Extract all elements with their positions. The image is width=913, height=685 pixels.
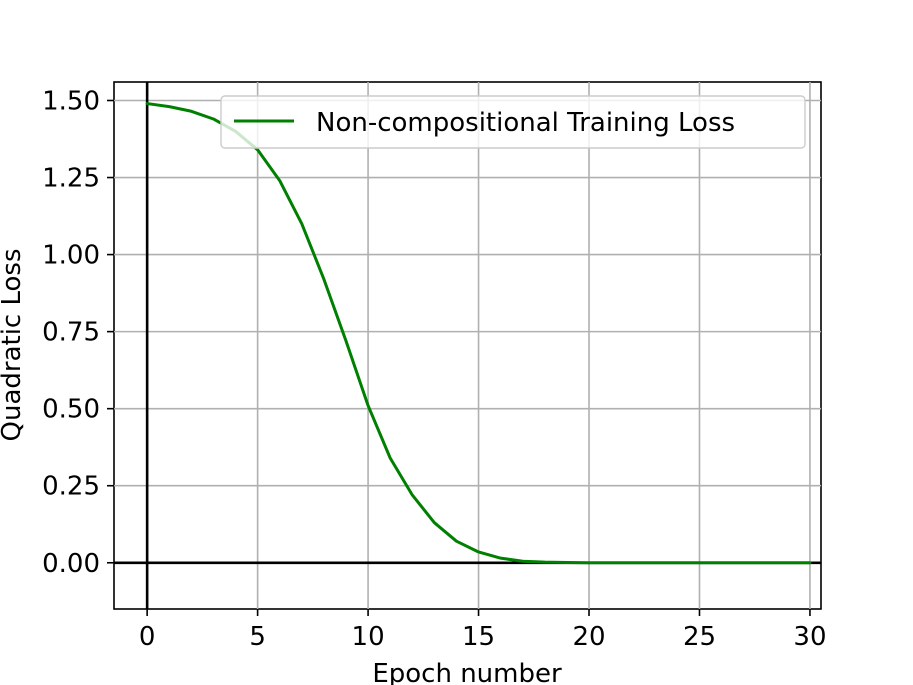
x-tick-label: 5 (249, 622, 266, 652)
y-tick-label: 1.25 (42, 164, 100, 194)
x-tick-label: 10 (352, 622, 385, 652)
legend-label: Non-compositional Training Loss (316, 108, 735, 138)
series-line (145, 102, 812, 565)
x-tick-label: 0 (139, 622, 156, 652)
y-tick-label: 1.00 (42, 241, 100, 271)
x-tick-label: 15 (462, 622, 495, 652)
y-tick-label: 0.50 (42, 395, 100, 425)
reference-lines (114, 82, 821, 609)
y-axis-ticks: 0.00 0.25 0.50 0.75 1.00 1.25 1.50 (42, 86, 114, 579)
y-tick-label: 0.75 (42, 318, 100, 348)
y-tick-label: 0.25 (42, 472, 100, 502)
y-tick-label: 0.00 (42, 549, 100, 579)
plot-frame (113, 81, 822, 610)
series-layer (145, 102, 812, 565)
grid (114, 82, 821, 609)
x-tick-label: 30 (793, 622, 826, 652)
x-axis-ticks: 0 5 10 15 20 25 30 (139, 609, 827, 652)
legend: Non-compositional Training Loss (220, 95, 806, 149)
x-axis-label: Epoch number (372, 659, 562, 685)
x-tick-label: 25 (683, 622, 716, 652)
x-tick-label: 20 (572, 622, 605, 652)
y-tick-label: 1.50 (42, 86, 100, 116)
legend-box (220, 95, 806, 149)
y-axis-label: Quadratic Loss (0, 248, 27, 441)
